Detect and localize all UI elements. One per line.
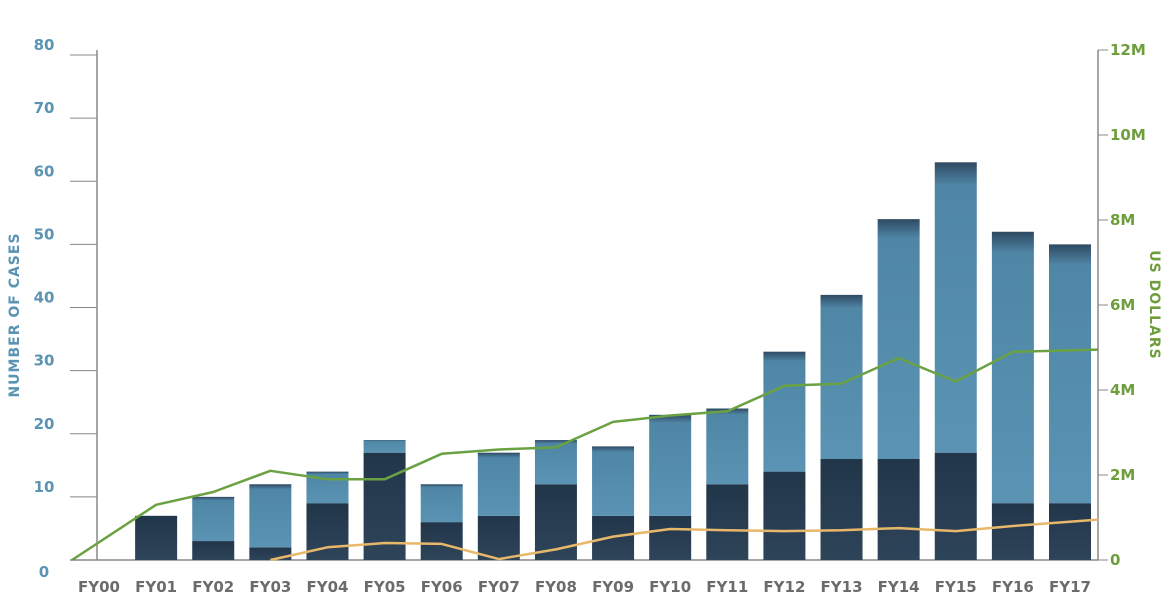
bar-segment-upper — [991, 231, 1034, 504]
bar-segment-upper — [1049, 244, 1091, 504]
bar-segment-upper — [706, 408, 749, 485]
x-tick-label: FY03 — [249, 578, 291, 596]
bar-segment-upper — [592, 446, 635, 516]
left-tick-label: 40 — [34, 289, 55, 307]
right-tick-label: 8M — [1110, 211, 1135, 229]
left-tick-label: 60 — [34, 162, 55, 180]
bar-segment-lower — [763, 471, 806, 560]
x-tick-label: FY05 — [364, 578, 406, 596]
right-tick-label: 6M — [1110, 296, 1135, 314]
bar-segment-lower — [991, 503, 1034, 560]
x-tick-label: FY17 — [1049, 578, 1091, 596]
x-tick-label: FY01 — [135, 578, 177, 596]
x-tick-label: FY08 — [535, 578, 577, 596]
x-tick-label: FY14 — [878, 578, 920, 596]
x-tick-label: FY13 — [821, 578, 863, 596]
left-tick-label: 50 — [34, 225, 55, 243]
bars — [135, 162, 1091, 560]
right-axis-ticks: 0 2M 4M 6M 8M 10M 12M — [1098, 41, 1146, 569]
bar-segment-lower — [135, 515, 178, 560]
left-tick-label: 70 — [34, 99, 55, 117]
bar-segment-lower — [192, 541, 235, 560]
bar-segment-upper — [192, 496, 235, 542]
x-tick-label: FY02 — [192, 578, 234, 596]
bar-segment-upper — [934, 162, 977, 453]
bar-segment-lower — [649, 515, 692, 560]
right-tick-label: 12M — [1110, 41, 1146, 59]
y2-axis-title: US DOLLARS — [1146, 250, 1162, 359]
bar-segment-lower — [420, 522, 463, 560]
y-axis-title: NUMBER OF CASES — [7, 232, 23, 397]
bar-segment-lower — [592, 515, 635, 560]
right-tick-label: 4M — [1110, 381, 1135, 399]
bar-segment-upper — [420, 484, 463, 523]
x-tick-label: FY10 — [649, 578, 691, 596]
x-tick-label: FY16 — [992, 578, 1034, 596]
bar-segment-upper — [877, 219, 920, 459]
x-tick-label: FY09 — [592, 578, 634, 596]
bar-segment-lower — [877, 459, 920, 560]
line-series-secondary — [270, 518, 1099, 562]
bar-segment-lower — [477, 515, 520, 560]
line-series-total — [71, 348, 1099, 562]
x-tick-label: FY06 — [421, 578, 463, 596]
right-tick-label: 10M — [1110, 126, 1146, 144]
bar-segment-upper — [477, 452, 520, 516]
x-tick-label: FY12 — [763, 578, 805, 596]
bar-segment-lower — [706, 484, 749, 560]
left-tick-label: 30 — [34, 352, 55, 370]
lines — [71, 348, 1099, 562]
left-tick-label: 10 — [34, 478, 55, 496]
bar-segment-upper — [363, 440, 406, 453]
right-tick-label: 0 — [1110, 551, 1120, 569]
left-tick-label: 20 — [34, 415, 55, 433]
x-axis-ticks: FY00 FY01 FY02 FY03 FY04 FY05 FY06 FY07 FY08 FY09… — [78, 578, 1091, 596]
bar-segment-lower — [820, 459, 863, 560]
bar-segment-lower — [1049, 503, 1091, 560]
bar-segment-upper — [249, 484, 292, 548]
bar-segment-upper — [649, 414, 692, 516]
x-tick-label: FY07 — [478, 578, 520, 596]
left-tick-label: 80 — [34, 36, 55, 54]
x-tick-label: FY04 — [306, 578, 348, 596]
left-tick-label: 0 — [39, 563, 49, 581]
bar-segment-upper — [763, 351, 806, 472]
left-axis-ticks: 0 10 20 30 40 50 60 70 80 — [34, 36, 97, 581]
right-tick-label: 2M — [1110, 466, 1135, 484]
x-tick-label: FY00 — [78, 578, 120, 596]
x-tick-label: FY11 — [706, 578, 748, 596]
x-tick-label: FY15 — [935, 578, 977, 596]
bar-segment-lower — [934, 452, 977, 560]
bar-segment-lower — [249, 547, 292, 560]
